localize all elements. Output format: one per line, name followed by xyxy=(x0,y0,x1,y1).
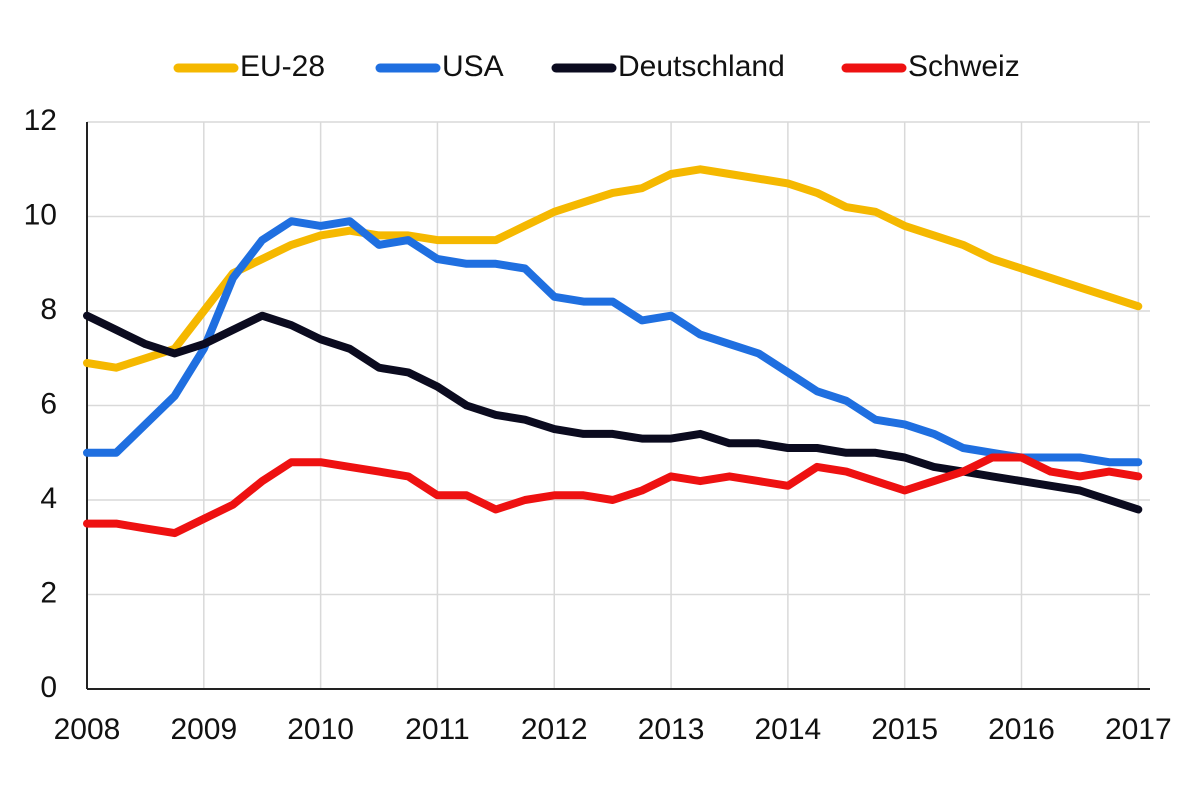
x-tick-label: 2016 xyxy=(988,713,1055,746)
x-tick-label: 2012 xyxy=(521,713,588,746)
y-tick-label: 4 xyxy=(40,482,57,515)
x-tick-label: 2017 xyxy=(1105,713,1172,746)
series-line xyxy=(83,217,1143,467)
series-line xyxy=(83,311,1143,514)
series-line xyxy=(83,165,1143,372)
legend-label: Deutschland xyxy=(618,50,785,83)
y-tick-label: 10 xyxy=(24,198,57,231)
y-tick-label: 6 xyxy=(40,387,57,420)
x-tick-label: 2015 xyxy=(871,713,938,746)
x-tick-label: 2011 xyxy=(405,713,470,746)
x-tick-label: 2013 xyxy=(638,713,705,746)
y-tick-label: 2 xyxy=(40,576,57,609)
x-tick-label: 2014 xyxy=(755,713,822,746)
x-tick-label: 2008 xyxy=(54,713,121,746)
x-tick-label: 2010 xyxy=(287,713,354,746)
legend-label: EU-28 xyxy=(240,50,325,83)
x-tick-label: 2009 xyxy=(170,713,237,746)
y-tick-label: 12 xyxy=(24,104,57,137)
series-line xyxy=(83,453,1143,538)
y-tick-label: 8 xyxy=(40,293,57,326)
legend-label: Schweiz xyxy=(908,50,1020,83)
legend-label: USA xyxy=(442,50,504,83)
y-tick-label: 0 xyxy=(40,671,57,704)
